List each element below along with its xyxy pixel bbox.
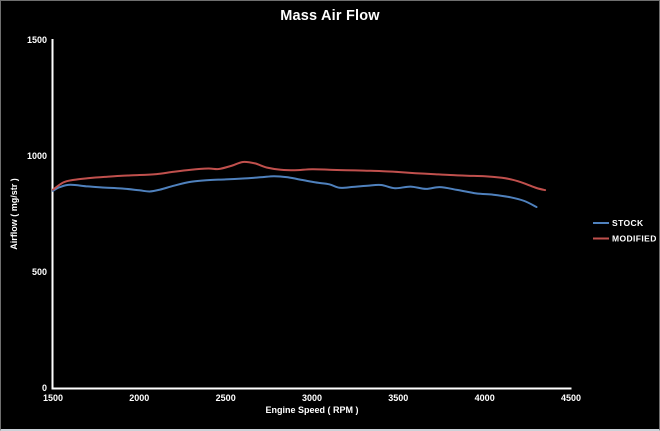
series-line-modified: [52, 160, 547, 192]
x-axis-title: Engine Speed ( RPM ): [265, 405, 358, 415]
x-tick-label: 1500: [43, 393, 63, 403]
y-axis-title: Airflow ( mg/str ): [9, 178, 19, 250]
x-tick-label: 4500: [561, 393, 581, 403]
legend: STOCK MODIFIED: [593, 218, 657, 244]
x-tick-label: 2500: [216, 393, 236, 403]
x-tick-label: 3000: [302, 393, 322, 403]
y-tick-label: 1500: [27, 35, 47, 45]
legend-item-modified: MODIFIED: [593, 234, 657, 244]
x-tick-label: 4000: [475, 393, 495, 403]
legend-item-stock: STOCK: [593, 218, 644, 228]
x-tick-label: 3500: [388, 393, 408, 403]
y-tick-label: 500: [32, 267, 47, 277]
chart-title: Mass Air Flow: [280, 8, 380, 24]
y-axis-tick-labels: 0 500 1000 1500: [27, 35, 47, 393]
y-tick-label: 1000: [27, 151, 47, 161]
series-line-stock: [52, 175, 538, 208]
legend-label: STOCK: [612, 218, 644, 228]
x-axis-tick-labels: 1500 2000 2500 3000 3500 4000 4500: [43, 393, 581, 403]
legend-label: MODIFIED: [612, 234, 657, 244]
x-tick-label: 2000: [129, 393, 149, 403]
y-tick-label: 0: [42, 383, 47, 393]
series-lines: [52, 160, 547, 208]
